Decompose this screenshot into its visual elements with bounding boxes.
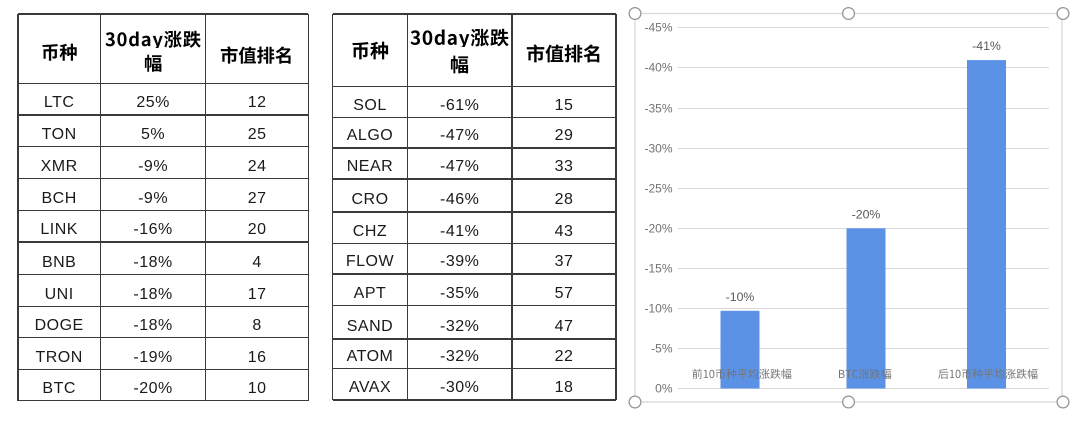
svg-text:-35%: -35%	[644, 102, 672, 116]
svg-text:-15%: -15%	[644, 262, 672, 276]
svg-text:-20%: -20%	[852, 207, 881, 221]
svg-text:-10%: -10%	[726, 290, 755, 304]
svg-text:-25%: -25%	[644, 182, 672, 196]
svg-text:-10%: -10%	[644, 302, 672, 316]
svg-text:-45%: -45%	[644, 21, 672, 35]
svg-text:-40%: -40%	[644, 61, 672, 75]
svg-text:-20%: -20%	[644, 222, 672, 236]
svg-text:0%: 0%	[655, 382, 673, 396]
svg-text:-41%: -41%	[972, 39, 1001, 53]
svg-text:-30%: -30%	[644, 142, 672, 156]
svg-text:-5%: -5%	[651, 342, 673, 356]
